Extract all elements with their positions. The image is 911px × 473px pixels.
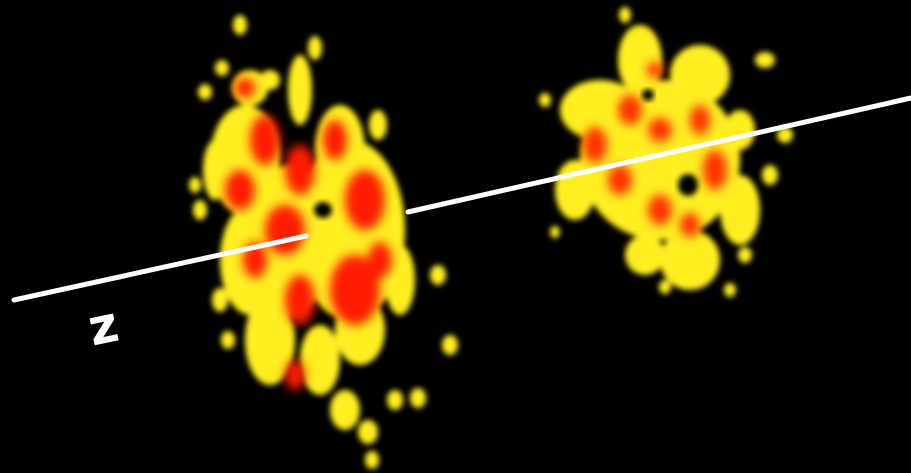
- page: z (() => { const data = JSON.parse(docum…: [0, 0, 911, 473]
- scene: z: [0, 0, 911, 473]
- right-cluster-hole: [642, 89, 654, 101]
- right-cluster-hole: [678, 174, 698, 196]
- background: [0, 0, 911, 473]
- left-cluster-hole: [314, 202, 332, 218]
